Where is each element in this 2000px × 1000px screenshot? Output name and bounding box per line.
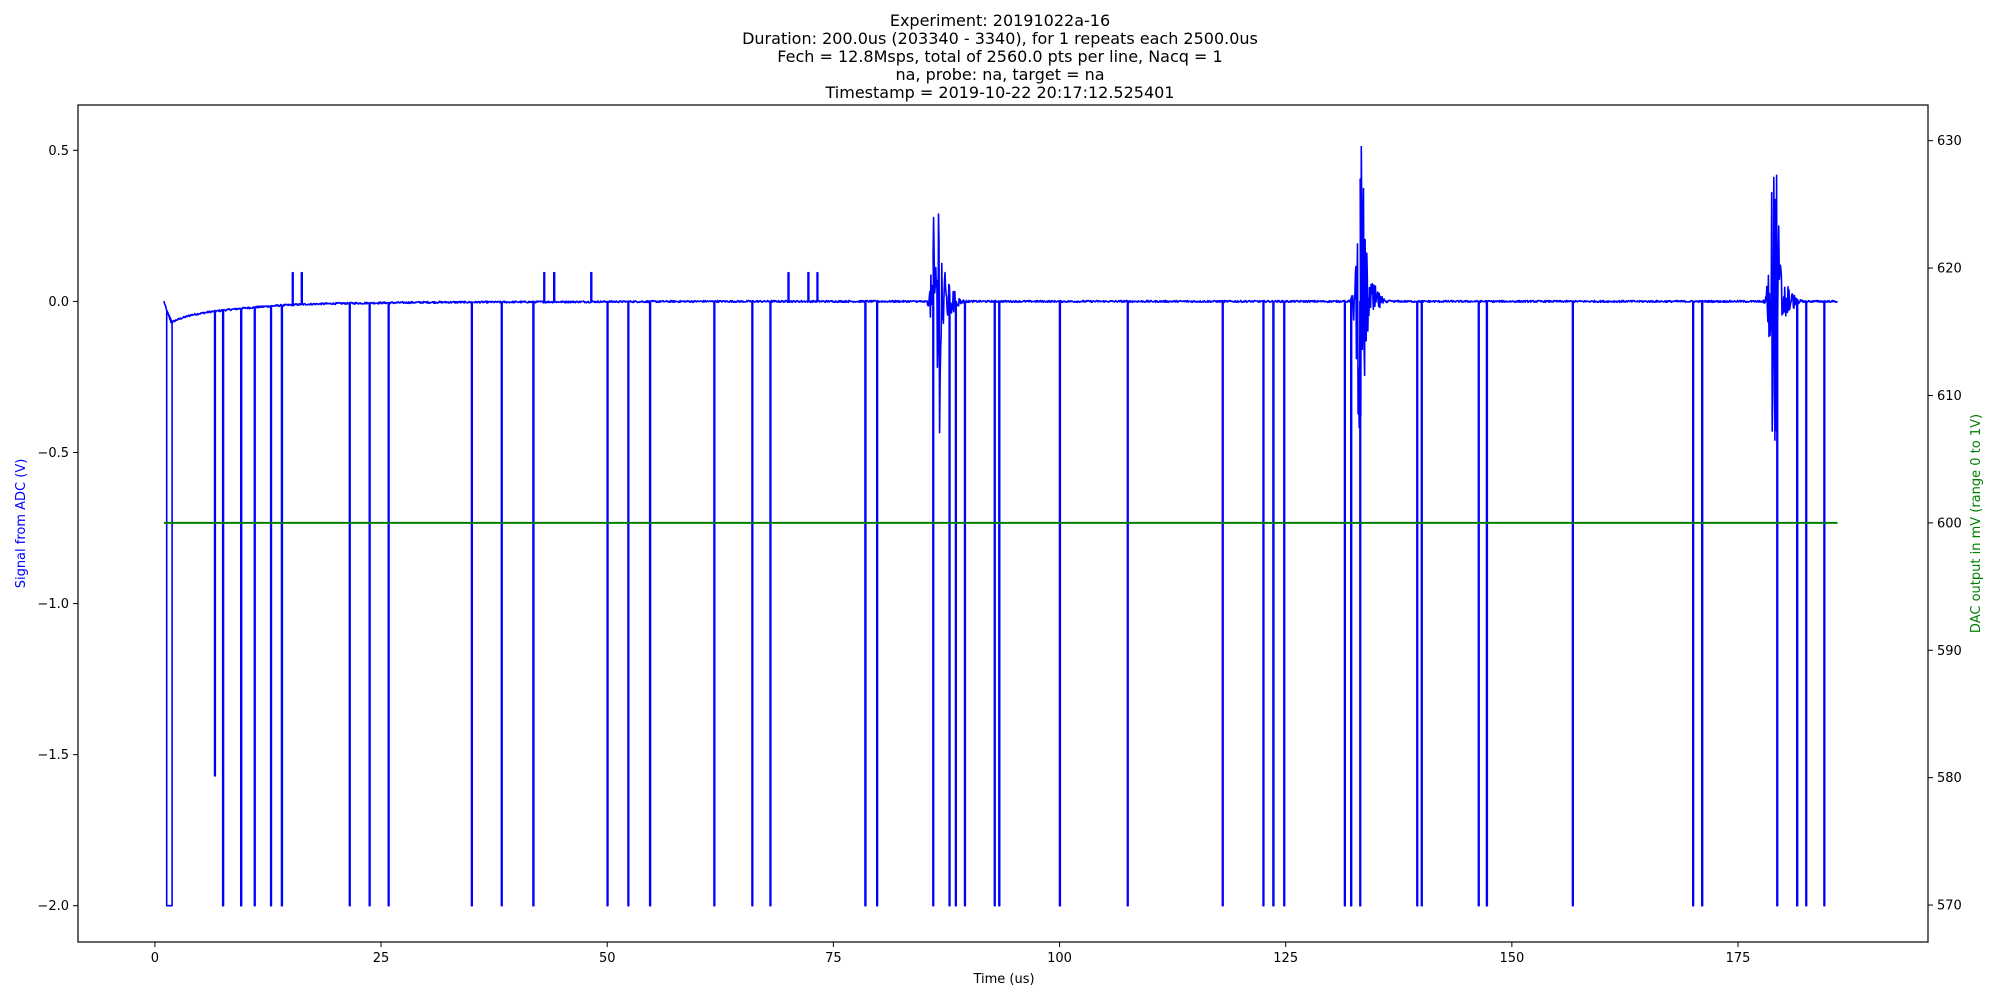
axes-frame — [77, 104, 1929, 943]
x-tick-label: 25 — [373, 951, 390, 966]
x-tick-label: 100 — [1047, 951, 1072, 966]
y-right-tick-label: 570 — [1937, 899, 1962, 914]
chart-title-line-5: Timestamp = 2019-10-22 20:17:12.525401 — [825, 83, 1175, 102]
y-right-tick-label: 630 — [1937, 134, 1962, 149]
y-left-tick-label: −1.0 — [37, 597, 69, 612]
y-axis-left: 0.5 0.0 −0.5 −1.0 −1.5 −2.0 — [37, 144, 78, 914]
chart-title-line-3: Fech = 12.8Msps, total of 2560.0 pts per… — [777, 47, 1223, 66]
chart-title-line-1: Experiment: 20191022a-16 — [889, 11, 1111, 30]
y-right-tick-label: 580 — [1937, 771, 1962, 786]
x-tick-label: 50 — [599, 951, 616, 966]
y-left-tick-label: −0.5 — [37, 446, 69, 461]
x-axis-label: Time (us) — [972, 972, 1034, 987]
plot-area — [163, 145, 1839, 907]
chart-title-line-4: na, probe: na, target = na — [895, 65, 1105, 84]
x-tick-label: 150 — [1499, 951, 1524, 966]
y-axis-right-label: DAC output in mV (range 0 to 1V) — [1969, 414, 1984, 633]
x-tick-label: 125 — [1273, 951, 1298, 966]
y-right-tick-label: 610 — [1937, 389, 1962, 404]
y-right-tick-label: 590 — [1937, 644, 1962, 659]
x-tick-label: 175 — [1726, 951, 1751, 966]
y-left-tick-label: −2.0 — [37, 899, 69, 914]
chart-title-line-2: Duration: 200.0us (203340 - 3340), for 1… — [742, 29, 1258, 48]
y-right-tick-label: 620 — [1937, 262, 1962, 277]
x-tick-label: 75 — [825, 951, 842, 966]
y-left-tick-label: 0.5 — [48, 144, 69, 159]
y-left-tick-label: 0.0 — [48, 295, 69, 310]
y-right-tick-label: 600 — [1937, 516, 1962, 531]
y-axis-left-label: Signal from ADC (V) — [14, 459, 29, 589]
y-left-tick-label: −1.5 — [37, 748, 69, 763]
signal-series-line — [163, 145, 1839, 907]
y-axis-right: 630 620 610 600 590 580 570 — [1928, 134, 1962, 914]
x-tick-label: 0 — [151, 951, 159, 966]
x-axis: 0 25 50 75 100 125 150 175 — [151, 942, 1751, 966]
